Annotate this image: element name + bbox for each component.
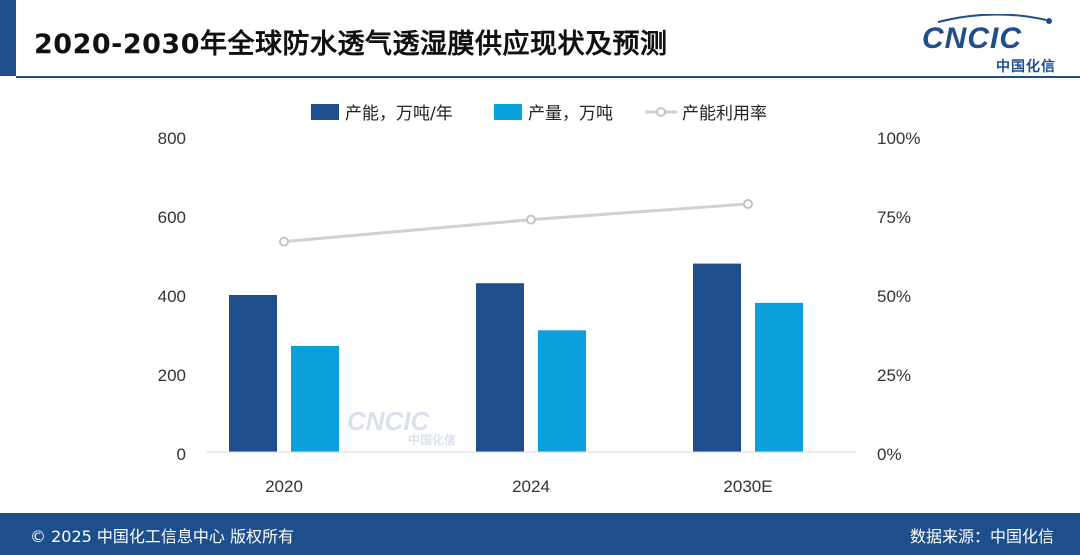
bar-capacity-2024 (476, 283, 524, 452)
x-tick-label: 2024 (512, 477, 550, 496)
watermark-text: CNCIC (347, 406, 431, 436)
legend-swatch-utilization-marker (656, 107, 666, 117)
y-right-tick: 75% (877, 208, 911, 227)
y-right-tick: 25% (877, 366, 911, 385)
footer-bar: © 2025 中国化工信息中心 版权所有 数据来源：中国化信 (0, 513, 1080, 555)
bar-output-2024 (538, 330, 586, 452)
y-left-tick: 200 (158, 366, 186, 385)
title-bar: 2020-2030年全球防水透气透湿膜供应现状及预测 (0, 0, 1080, 78)
legend: 产能，万吨/年 产量，万吨 产能利用率 (311, 104, 767, 124)
utilization-line (283, 202, 749, 244)
title-accent-bar (0, 0, 16, 76)
legend-swatch-capacity (311, 104, 339, 120)
x-tick-label: 2030E (723, 477, 772, 496)
x-axis: 2020 2024 2030E (265, 477, 773, 496)
utilization-point-2024 (526, 214, 536, 225)
logo-subtext: 中国化信 (996, 59, 1056, 75)
y-right-tick: 100% (877, 129, 920, 148)
bar-capacity-2020 (229, 295, 277, 452)
y-left-tick: 600 (158, 208, 186, 227)
x-tick-label: 2020 (265, 477, 303, 496)
logo-swoosh (937, 14, 1047, 23)
y-left-tick: 800 (158, 129, 186, 148)
utilization-series (279, 198, 753, 247)
y-left-tick: 0 (177, 445, 186, 464)
logo-swoosh-dot (1046, 18, 1052, 24)
header-divider (16, 76, 1080, 78)
legend-swatch-output (494, 104, 522, 120)
copyright-text: © 2025 中国化工信息中心 版权所有 (30, 527, 294, 546)
y-axis-left: 800 600 400 200 0 (158, 129, 186, 464)
cncic-logo: CNCIC 中国化信 (918, 14, 1064, 76)
y-right-tick: 50% (877, 287, 911, 306)
y-axis-right: 100% 75% 50% 25% 0% (877, 129, 920, 464)
bars (229, 263, 803, 452)
watermark: CNCIC 中国化信 (347, 406, 456, 447)
utilization-point-2020 (279, 236, 289, 247)
logo-text: CNCIC (922, 22, 1022, 54)
utilization-point-2030E (743, 198, 753, 209)
supply-chart: 产能，万吨/年 产量，万吨 产能利用率 800 600 400 200 0 10… (158, 104, 920, 496)
watermark-subtext: 中国化信 (408, 432, 456, 447)
y-left-tick: 400 (158, 287, 186, 306)
y-right-tick: 0% (877, 445, 902, 464)
page-title: 2020-2030年全球防水透气透湿膜供应现状及预测 (34, 29, 668, 60)
bar-output-2030E (755, 302, 803, 452)
legend-label-capacity: 产能，万吨/年 (345, 104, 453, 124)
source-text: 数据来源：中国化信 (909, 527, 1054, 546)
logo-mark: CNCIC (922, 14, 1052, 54)
legend-label-utilization: 产能利用率 (682, 104, 767, 124)
bar-capacity-2030E (693, 263, 741, 452)
bar-output-2020 (291, 346, 339, 452)
legend-label-output: 产量，万吨 (528, 104, 613, 124)
